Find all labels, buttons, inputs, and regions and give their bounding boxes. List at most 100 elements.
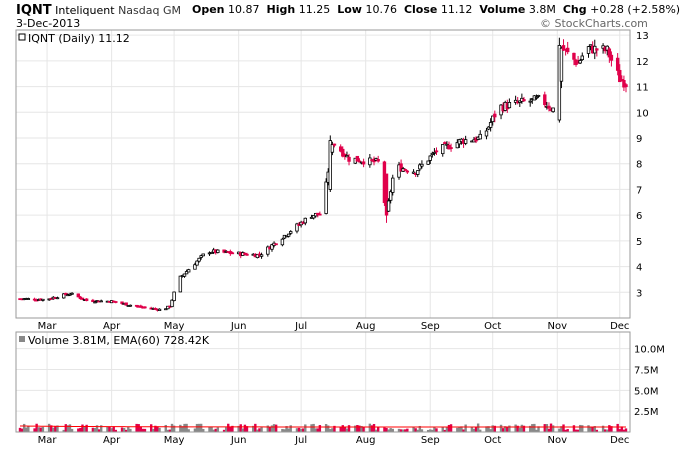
volume-bar	[143, 428, 147, 432]
price-y-tick-label: 10	[636, 108, 649, 119]
price-candle	[565, 47, 570, 53]
low-label: Low	[337, 3, 362, 16]
volume-bar	[231, 425, 234, 432]
volume-bar	[504, 426, 507, 432]
volume-bar	[418, 425, 422, 432]
price-candle	[255, 253, 260, 259]
volume-bar	[560, 426, 563, 432]
volume-bar	[479, 429, 482, 432]
volume-bar	[297, 427, 301, 432]
volume-bar	[310, 424, 313, 432]
volume-bar	[595, 429, 599, 432]
price-candle	[449, 147, 453, 149]
volume-bar	[383, 427, 386, 432]
volume-panel	[16, 332, 630, 432]
price-x-tick-label: Sep	[421, 321, 440, 332]
price-candle	[405, 170, 410, 173]
volume-legend: Volume 3.81M, EMA(60) 728.42K	[28, 334, 210, 347]
volume-bar	[489, 429, 492, 432]
volume-bar	[462, 429, 465, 432]
volume-bar	[81, 424, 84, 432]
volume-bar	[385, 427, 388, 432]
volume-bar	[529, 425, 532, 432]
volume-bar	[158, 427, 161, 432]
volume-bar	[141, 428, 145, 432]
price-y-tick-label: 9	[636, 134, 642, 145]
price-candle	[99, 300, 103, 303]
volume-bar	[214, 428, 217, 432]
volume-x-tick-label: May	[164, 435, 185, 446]
volume-bar	[110, 428, 113, 432]
price-candle	[376, 159, 380, 162]
volume-bar	[458, 427, 461, 432]
volume-bar	[354, 425, 357, 432]
volume-bar	[62, 429, 65, 432]
volume-bar	[106, 426, 109, 432]
volume-bar	[464, 424, 467, 432]
price-candle	[114, 301, 118, 303]
volume-bar	[25, 427, 28, 432]
price-candle	[580, 55, 584, 61]
low-value: 10.76	[365, 3, 397, 16]
price-y-tick-label: 7	[636, 185, 642, 196]
volume-bar	[514, 424, 517, 432]
price-candle	[280, 238, 285, 246]
price-candle	[41, 298, 45, 301]
price-candle	[91, 299, 95, 303]
price-candle	[411, 171, 416, 174]
volume-bar	[172, 425, 176, 432]
volume-bars	[18, 423, 628, 432]
price-candle	[605, 45, 609, 51]
volume-x-tick-label: Aug	[356, 435, 376, 446]
volume-bar	[518, 427, 521, 432]
price-candle	[432, 151, 437, 154]
price-candle	[195, 260, 199, 266]
price-candle	[622, 80, 626, 88]
price-candle	[522, 99, 526, 102]
volume-bar	[470, 426, 474, 432]
price-candle	[93, 301, 97, 304]
volume-bar	[252, 425, 255, 432]
volume-bar	[70, 428, 74, 432]
price-y-tick-label: 4	[636, 263, 642, 274]
volume-bar	[516, 425, 519, 432]
price-panel	[16, 30, 630, 318]
volume-bar	[164, 424, 167, 432]
price-candle	[134, 304, 139, 307]
volume-bar	[578, 424, 582, 432]
volume-bar	[187, 429, 190, 432]
price-x-tick-label: Dec	[610, 321, 629, 332]
price-candle	[182, 273, 187, 277]
volume-bar	[368, 423, 372, 432]
price-candle	[184, 271, 189, 275]
volume-bar	[443, 429, 447, 432]
volume-bar	[33, 428, 36, 432]
volume-bar	[20, 428, 24, 432]
price-candle	[289, 231, 293, 234]
volume-bar	[414, 428, 417, 432]
price-candle	[345, 155, 349, 158]
volume-bar	[562, 424, 565, 432]
volume-bar	[460, 426, 463, 432]
volume-bar	[239, 424, 242, 432]
volume-bar	[499, 424, 503, 432]
volume-bar	[56, 425, 59, 432]
price-candle	[193, 264, 197, 270]
price-candle	[426, 160, 430, 165]
volume-bar	[54, 425, 57, 432]
volume-bar	[149, 424, 153, 432]
price-candle	[513, 99, 518, 103]
volume-bar	[68, 424, 72, 432]
volume-bar	[406, 428, 409, 432]
open-value: 10.87	[228, 3, 260, 16]
price-candle	[528, 100, 532, 103]
volume-bar	[474, 427, 478, 432]
volume-bar	[447, 424, 451, 432]
volume-bar	[324, 424, 328, 432]
volume-bar	[543, 424, 546, 432]
volume-bar	[397, 428, 401, 432]
volume-bar	[241, 428, 245, 432]
price-candle	[303, 217, 307, 224]
company-name: Inteliquent	[55, 4, 115, 17]
volume-bar	[22, 423, 26, 432]
